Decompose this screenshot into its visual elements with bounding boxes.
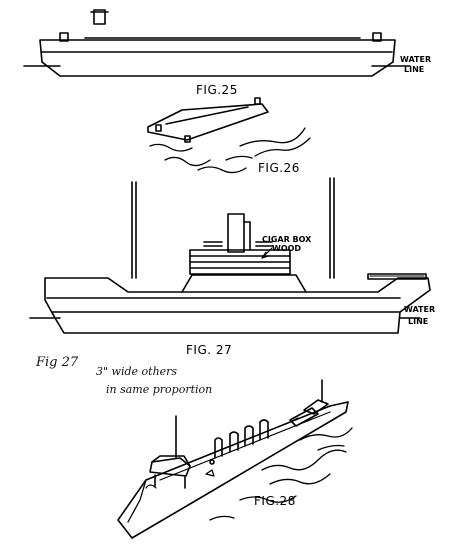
fig26-caption: FIG.26 bbox=[258, 161, 300, 175]
waterline-label-bottom: LINE bbox=[404, 65, 425, 74]
waterline-label-top: WATER bbox=[400, 55, 432, 64]
handwritten-note-title: Fig 27 bbox=[36, 355, 79, 370]
fig28-destroyer bbox=[117, 379, 353, 539]
fig26-raft bbox=[147, 97, 311, 174]
waterline2-label-top: WATER bbox=[404, 305, 436, 314]
fig28-caption: FIG.28 bbox=[254, 494, 296, 508]
handwritten-note-line1: 3" wide others bbox=[96, 365, 178, 378]
fig27-caption: FIG. 27 bbox=[186, 343, 233, 357]
wood-label: WOOD bbox=[272, 244, 302, 253]
cigar-box-label: CIGAR BOX bbox=[262, 235, 312, 244]
handwritten-note-line2: in same proportion bbox=[106, 383, 213, 396]
fig25-barge bbox=[23, 9, 411, 77]
fig27-freighter bbox=[29, 177, 431, 334]
fig25-caption: FIG.25 bbox=[196, 83, 238, 97]
waterline2-label-bottom: LINE bbox=[408, 317, 429, 326]
